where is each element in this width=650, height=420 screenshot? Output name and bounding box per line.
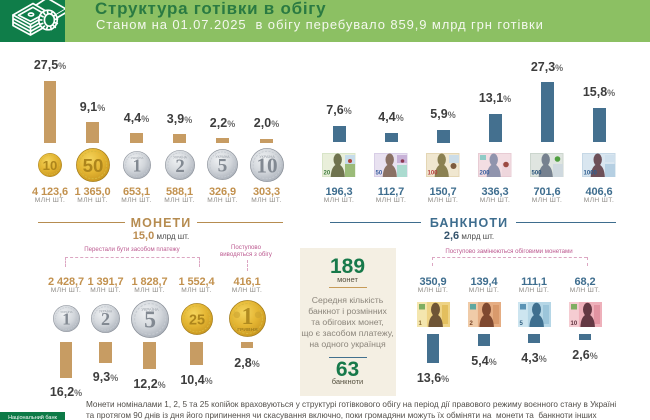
svg-text:2: 2 [469, 321, 473, 327]
svg-text:1000: 1000 [584, 170, 598, 176]
svg-text:1: 1 [132, 155, 141, 175]
svg-text:УКРАЇНА: УКРАЇНА [60, 310, 72, 314]
svg-text:УКРАЇНА: УКРАЇНА [215, 155, 230, 159]
svg-text:50: 50 [376, 170, 383, 176]
svg-text:10: 10 [256, 153, 277, 177]
svg-text:2: 2 [101, 309, 110, 329]
svg-text:УКРАЇНА: УКРАЇНА [99, 309, 113, 313]
svg-text:25: 25 [188, 312, 204, 328]
svg-text:УКРАЇНА: УКРАЇНА [141, 306, 158, 311]
svg-text:20: 20 [324, 170, 331, 176]
svg-text:5: 5 [519, 321, 523, 327]
svg-text:УКРАЇНА: УКРАЇНА [130, 156, 144, 160]
svg-text:1: 1 [418, 321, 422, 327]
svg-text:100: 100 [428, 170, 439, 176]
svg-text:5: 5 [144, 307, 156, 333]
svg-text:10: 10 [43, 158, 58, 173]
svg-text:10: 10 [570, 321, 577, 327]
svg-text:УКРАЇНА: УКРАЇНА [173, 155, 187, 159]
svg-text:ГРИВНЯ: ГРИВНЯ [237, 327, 258, 333]
svg-text:50: 50 [82, 155, 103, 176]
svg-text:2: 2 [175, 155, 184, 176]
svg-text:200: 200 [480, 170, 491, 176]
svg-text:1: 1 [241, 304, 253, 330]
svg-text:1: 1 [62, 310, 70, 329]
svg-text:УКРАЇНА: УКРАЇНА [259, 154, 275, 158]
svg-text:5: 5 [218, 155, 228, 176]
svg-text:500: 500 [532, 170, 543, 176]
